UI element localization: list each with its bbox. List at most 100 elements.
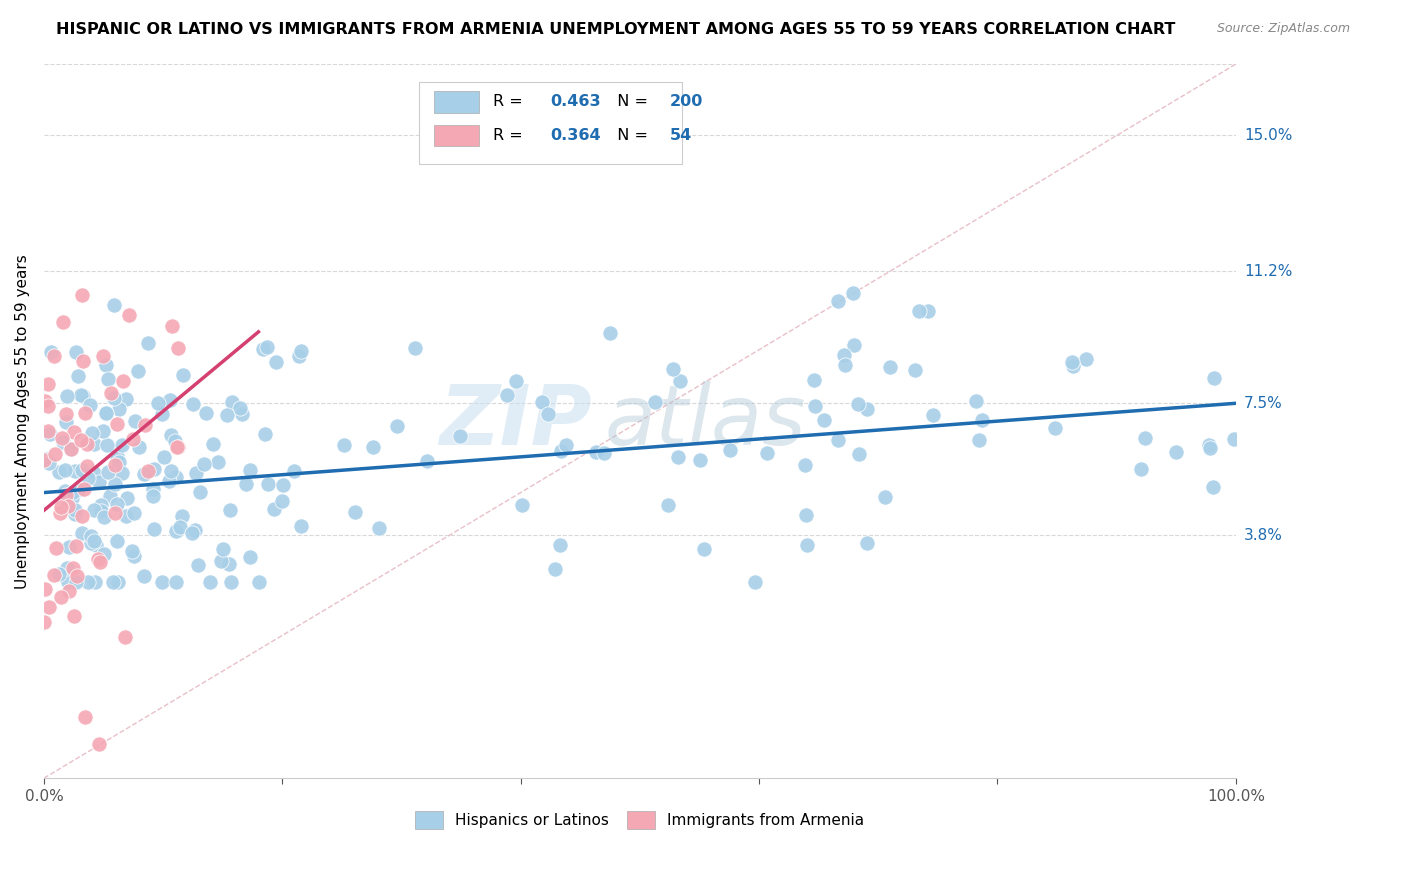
Point <box>104 506 127 520</box>
Point <box>65 345 87 359</box>
Point <box>70 508 93 523</box>
Point <box>69 433 91 447</box>
Point <box>167 440 190 454</box>
Point <box>83 466 105 480</box>
Point <box>1223 432 1246 446</box>
Text: 15.0%: 15.0% <box>1244 128 1292 143</box>
Point <box>1133 430 1156 444</box>
Point <box>101 574 124 589</box>
Point <box>1130 462 1153 476</box>
Point <box>38 456 60 470</box>
Point <box>165 524 187 539</box>
Point <box>63 507 86 521</box>
Text: 200: 200 <box>669 95 703 110</box>
Point <box>1062 359 1084 373</box>
Text: 54: 54 <box>669 128 692 143</box>
Point <box>186 466 208 480</box>
Point <box>65 574 87 589</box>
Point <box>841 286 863 301</box>
Point <box>103 391 125 405</box>
Point <box>218 558 240 572</box>
Point <box>239 463 262 477</box>
Point <box>193 457 215 471</box>
Point <box>63 464 86 478</box>
Point <box>49 500 72 514</box>
Text: Source: ZipAtlas.com: Source: ZipAtlas.com <box>1216 22 1350 36</box>
Text: 0.463: 0.463 <box>551 95 602 110</box>
Point <box>219 574 242 589</box>
Point <box>55 561 77 575</box>
Point <box>76 574 98 589</box>
Point <box>585 445 607 459</box>
Point <box>404 342 426 356</box>
Point <box>52 435 75 450</box>
Legend: Hispanics or Latinos, Immigrants from Armenia: Hispanics or Latinos, Immigrants from Ar… <box>409 805 870 835</box>
Point <box>832 348 855 362</box>
Point <box>84 538 107 552</box>
Point <box>449 428 471 442</box>
Point <box>45 541 67 555</box>
Point <box>796 538 818 552</box>
Point <box>361 441 384 455</box>
Point <box>163 434 186 448</box>
Point <box>333 438 356 452</box>
Point <box>83 534 105 549</box>
Point <box>922 408 945 422</box>
Point <box>34 393 56 408</box>
Point <box>693 541 716 556</box>
Point <box>856 536 879 550</box>
Point <box>256 477 278 491</box>
Point <box>846 396 869 410</box>
Point <box>138 464 160 478</box>
Text: R =: R = <box>494 128 529 143</box>
Point <box>143 462 166 476</box>
Point <box>73 710 96 724</box>
Point <box>848 446 870 460</box>
Point <box>37 376 59 391</box>
Point <box>166 440 188 454</box>
Point <box>98 490 121 504</box>
Point <box>114 630 136 644</box>
Point <box>209 554 232 568</box>
Point <box>53 462 76 476</box>
Point <box>142 483 165 497</box>
Point <box>72 287 94 301</box>
Point <box>172 368 194 382</box>
Point <box>219 503 242 517</box>
Point <box>159 393 181 408</box>
Point <box>87 552 110 566</box>
Point <box>37 424 59 438</box>
Point <box>873 491 896 505</box>
Point <box>662 361 685 376</box>
Point <box>91 349 114 363</box>
Point <box>166 341 188 355</box>
Point <box>107 574 129 589</box>
Point <box>105 417 128 432</box>
Point <box>202 436 225 450</box>
Point <box>186 558 208 572</box>
Point <box>550 444 572 458</box>
Point <box>96 406 118 420</box>
Point <box>495 388 517 402</box>
Point <box>94 359 117 373</box>
Point <box>970 412 993 426</box>
Point <box>48 465 70 479</box>
Point <box>160 464 183 478</box>
Point <box>668 374 690 388</box>
Point <box>134 467 156 481</box>
Point <box>834 358 856 372</box>
Point <box>59 442 82 456</box>
Point <box>70 525 93 540</box>
Point <box>128 440 150 454</box>
Point <box>93 547 115 561</box>
Point <box>756 446 779 460</box>
Point <box>111 438 134 452</box>
Point <box>124 413 146 427</box>
Point <box>77 471 100 485</box>
Point <box>79 398 101 412</box>
Point <box>150 574 173 589</box>
Point <box>689 453 711 467</box>
Point <box>264 355 287 369</box>
Point <box>247 574 270 589</box>
Point <box>82 425 104 440</box>
